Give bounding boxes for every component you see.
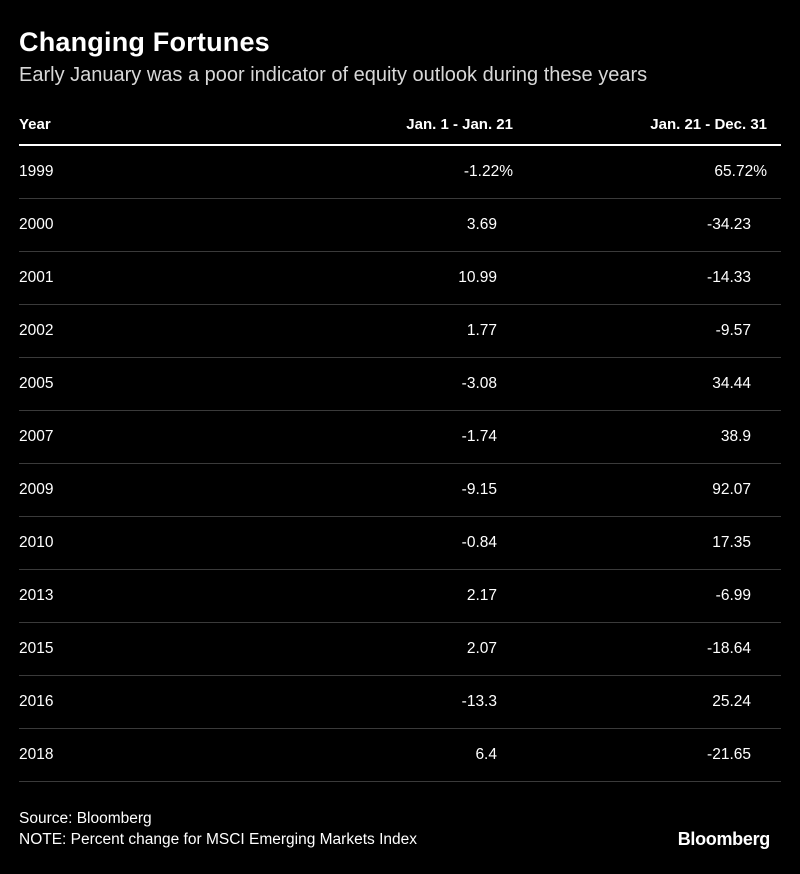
source-note: Source: Bloomberg <box>19 810 152 827</box>
cell-jan21-dec31: -34.23 <box>513 198 781 252</box>
header-jan21-dec31: Jan. 21 - Dec. 31 <box>513 104 781 146</box>
table-row: 2016 -13.3 25.24 <box>19 675 781 729</box>
table-header-row: Year Jan. 1 - Jan. 21 Jan. 21 - Dec. 31 <box>19 104 781 146</box>
cell-jan21-dec31: -21.65 <box>513 728 781 782</box>
cell-jan1-jan21: -1.74 <box>289 410 513 464</box>
cell-year: 2010 <box>19 516 289 570</box>
cell-jan1-jan21: 6.4 <box>289 728 513 782</box>
cell-year: 1999 <box>19 145 289 199</box>
cell-jan21-dec31: -18.64 <box>513 622 781 676</box>
cell-jan1-jan21: 10.99 <box>289 251 513 305</box>
cell-year: 2000 <box>19 198 289 252</box>
cell-jan1-jan21: 3.69 <box>289 198 513 252</box>
data-table: Year Jan. 1 - Jan. 21 Jan. 21 - Dec. 31 … <box>19 104 781 782</box>
table-row: 2018 6.4 -21.65 <box>19 728 781 782</box>
table-row: 2009 -9.15 92.07 <box>19 463 781 517</box>
table-row: 2007 -1.74 38.9 <box>19 410 781 464</box>
table-row: 2013 2.17 -6.99 <box>19 569 781 623</box>
chart-title: Changing Fortunes <box>19 27 270 57</box>
table-row: 2001 10.99 -14.33 <box>19 251 781 305</box>
cell-jan21-dec31: 92.07 <box>513 463 781 517</box>
cell-jan21-dec31: -9.57 <box>513 304 781 358</box>
cell-year: 2001 <box>19 251 289 305</box>
cell-year: 2015 <box>19 622 289 676</box>
table-row: 2005 -3.08 34.44 <box>19 357 781 411</box>
table-row: 2002 1.77 -9.57 <box>19 304 781 358</box>
cell-year: 2013 <box>19 569 289 623</box>
cell-year: 2018 <box>19 728 289 782</box>
cell-jan1-jan21: 2.17 <box>289 569 513 623</box>
cell-year: 2005 <box>19 357 289 411</box>
cell-jan21-dec31: 65.72% <box>513 145 781 199</box>
cell-jan1-jan21: -3.08 <box>289 357 513 411</box>
cell-jan21-dec31: 34.44 <box>513 357 781 411</box>
cell-jan1-jan21: -1.22% <box>289 145 513 199</box>
cell-jan1-jan21: -13.3 <box>289 675 513 729</box>
cell-year: 2002 <box>19 304 289 358</box>
cell-jan1-jan21: -0.84 <box>289 516 513 570</box>
chart-subtitle: Early January was a poor indicator of eq… <box>19 64 648 86</box>
cell-jan21-dec31: 17.35 <box>513 516 781 570</box>
header-jan1-jan21: Jan. 1 - Jan. 21 <box>289 104 513 146</box>
table-row: 2015 2.07 -18.64 <box>19 622 781 676</box>
cell-jan21-dec31: -6.99 <box>513 569 781 623</box>
cell-year: 2009 <box>19 463 289 517</box>
header-year: Year <box>19 104 289 146</box>
table-body: 1999 -1.22% 65.72% 2000 3.69 -34.23 2001 10.99-… <box>19 145 781 782</box>
table-row: 1999 -1.22% 65.72% <box>19 145 781 199</box>
table-row: 2000 3.69 -34.23 <box>19 198 781 252</box>
table-row: 2010 -0.84 17.35 <box>19 516 781 570</box>
cell-jan1-jan21: 1.77 <box>289 304 513 358</box>
cell-jan1-jan21: -9.15 <box>289 463 513 517</box>
cell-jan1-jan21: 2.07 <box>289 622 513 676</box>
footnote: NOTE: Percent change for MSCI Emerging M… <box>19 831 417 848</box>
cell-jan21-dec31: 38.9 <box>513 410 781 464</box>
bloomberg-logo: Bloomberg <box>677 829 771 849</box>
cell-year: 2007 <box>19 410 289 464</box>
cell-year: 2016 <box>19 675 289 729</box>
cell-jan21-dec31: -14.33 <box>513 251 781 305</box>
cell-jan21-dec31: 25.24 <box>513 675 781 729</box>
